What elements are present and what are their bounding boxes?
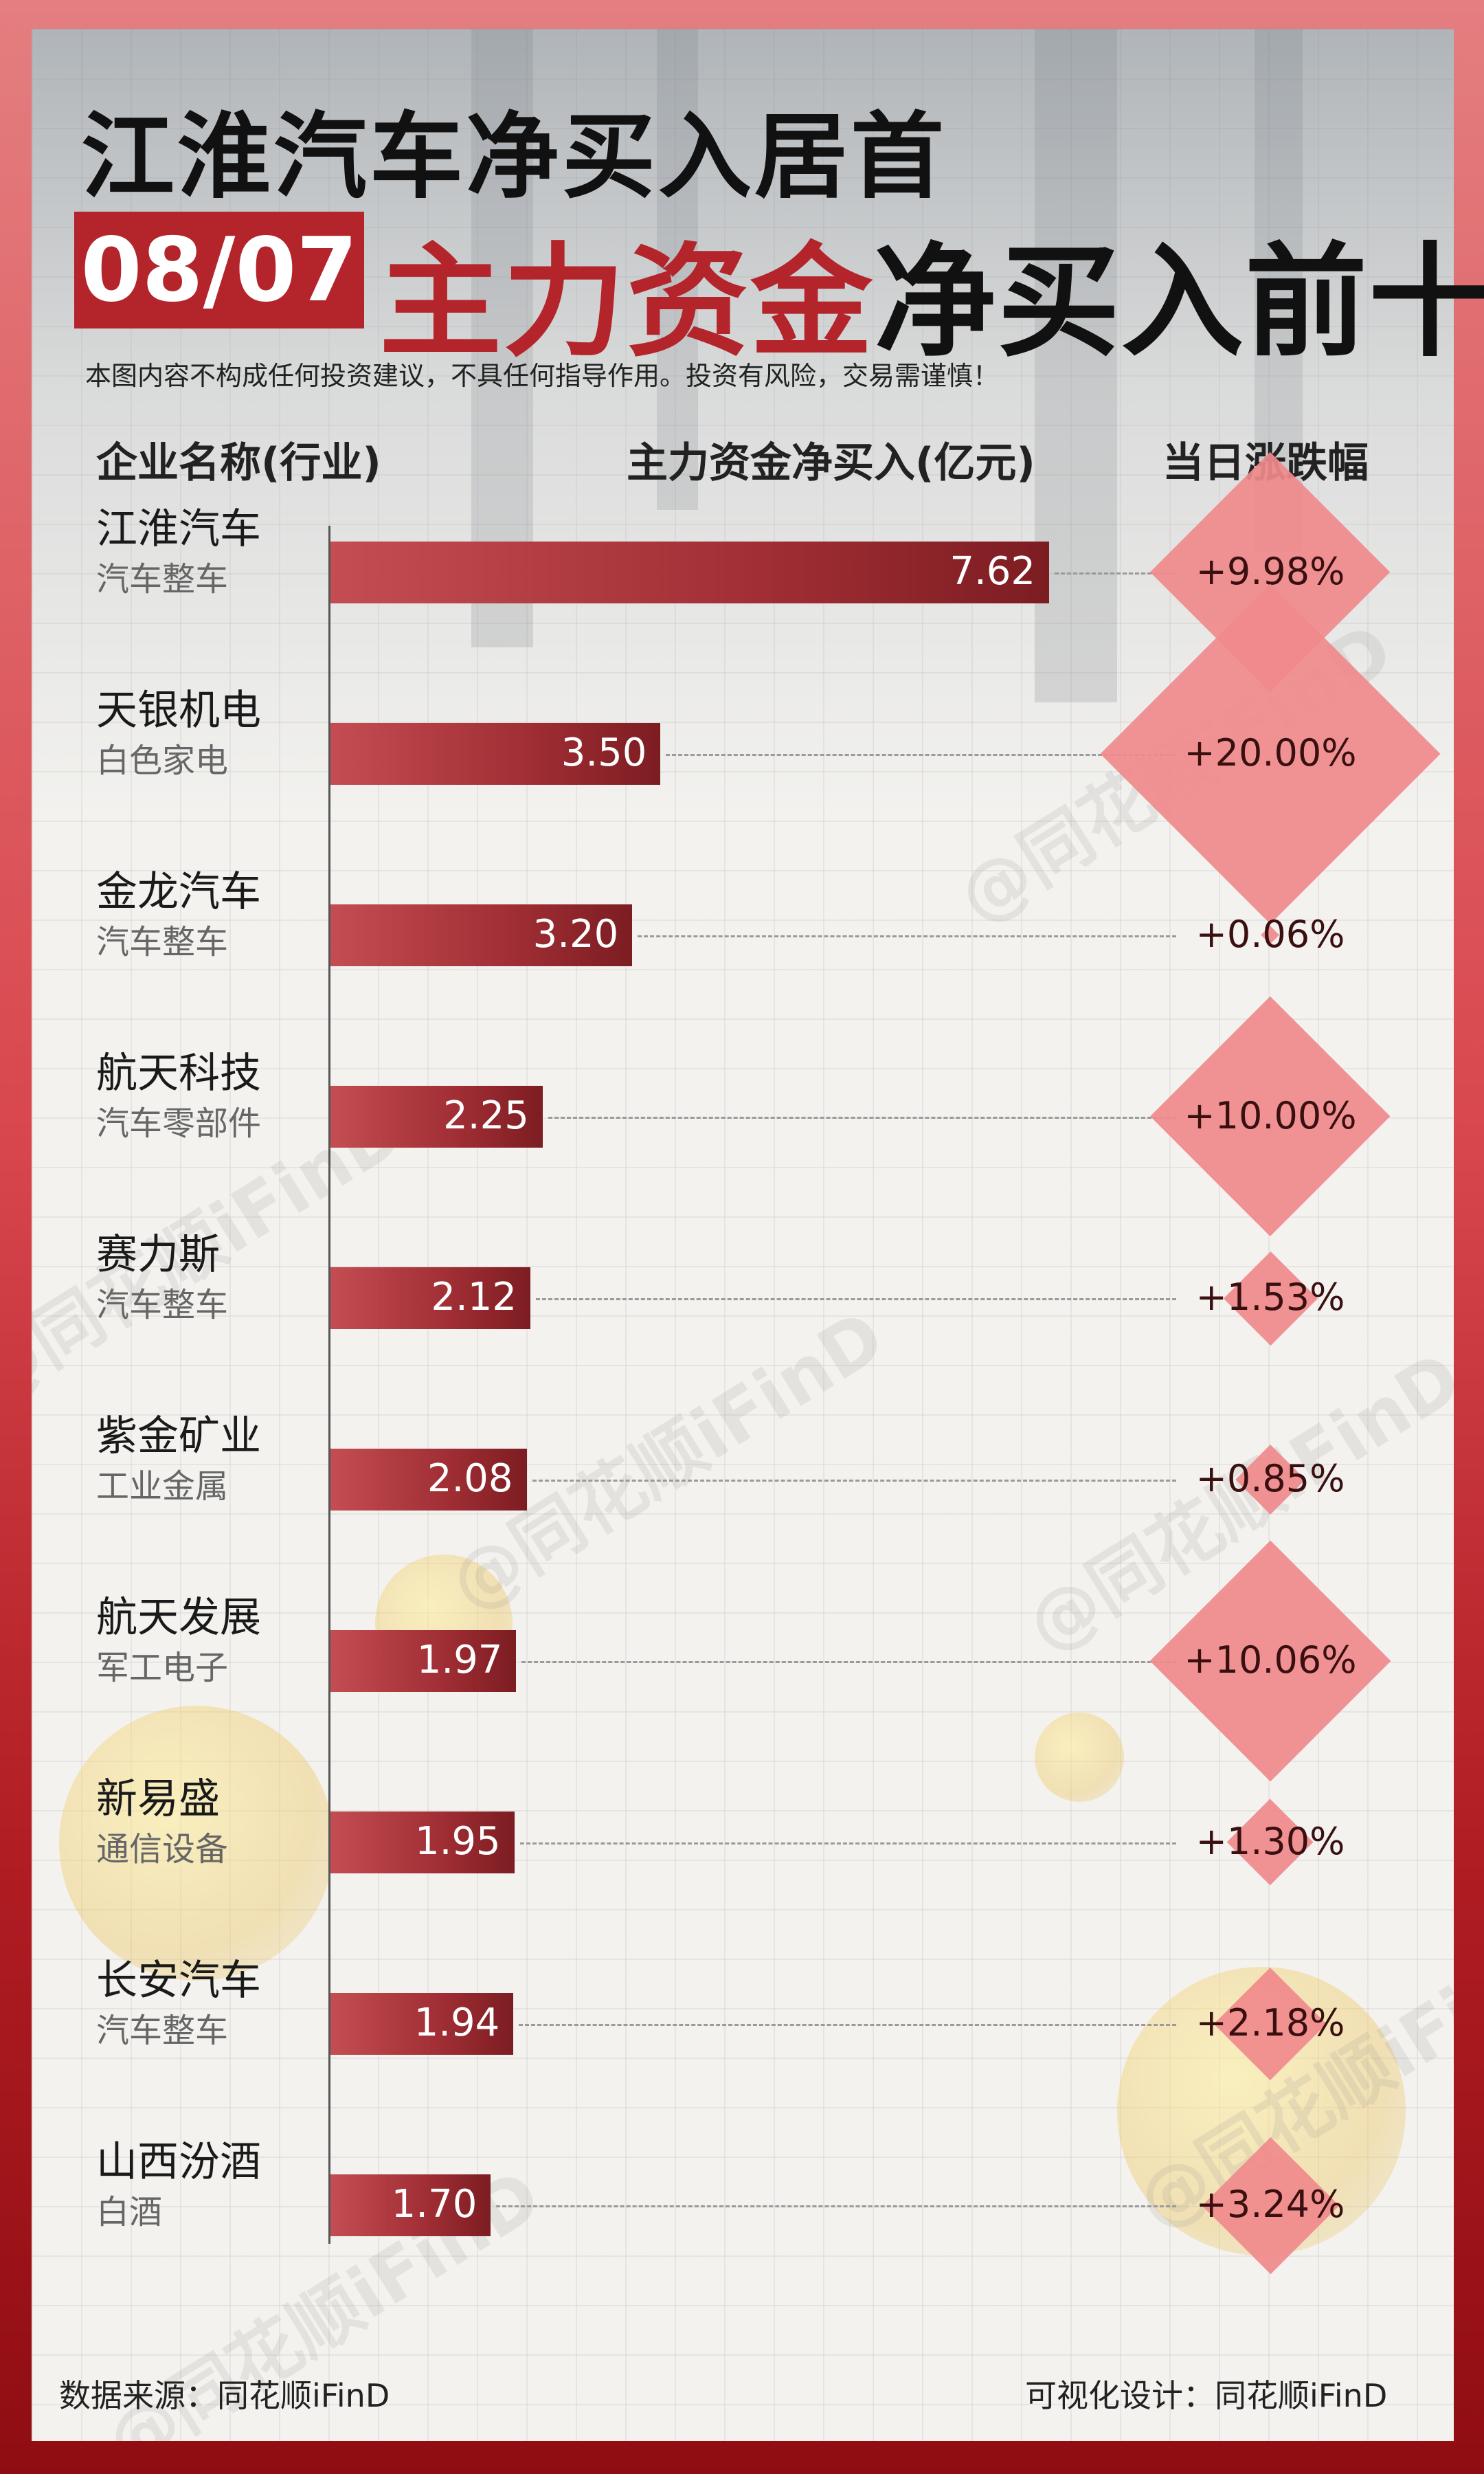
change-label: +1.53% [1195, 1275, 1345, 1319]
bar-value-label: 2.12 [431, 1275, 517, 1319]
change-label: +10.06% [1184, 1638, 1357, 1682]
bar-value-label: 1.70 [391, 2182, 477, 2227]
coin-decoration [1035, 1713, 1124, 1802]
leader-line [536, 1298, 1176, 1300]
bar [330, 1812, 515, 1873]
bar [330, 723, 661, 785]
change-label: +1.30% [1195, 1820, 1345, 1863]
bar [330, 1449, 527, 1511]
leader-line [496, 2205, 1176, 2207]
bar-value-label: 2.08 [427, 1456, 513, 1501]
leader-line [548, 1117, 1176, 1119]
chart-subtitle: 主力资金净买入前十 [379, 203, 1484, 380]
chart-panel: @同花顺iFinD @同花顺iFinD @同花顺iFinD @同花顺iFinD … [32, 29, 1454, 2441]
company-industry: 白酒 [96, 2193, 163, 2231]
change-label: +10.00% [1184, 1094, 1357, 1137]
bar-value-label: 2.25 [443, 1093, 529, 1138]
y-axis-line [328, 526, 330, 2244]
company-name: 赛力斯 [96, 1231, 220, 1279]
bar-value-label: 1.95 [414, 1819, 501, 1864]
bar-value-label: 1.97 [416, 1638, 503, 1682]
bar [330, 1086, 543, 1148]
company-industry: 军工电子 [96, 1649, 229, 1687]
company-name: 紫金矿业 [96, 1412, 261, 1460]
date-badge: 08/07 [74, 212, 364, 328]
company-industry: 汽车整车 [96, 2011, 229, 2050]
leader-line [666, 754, 1176, 756]
company-name: 航天科技 [96, 1049, 261, 1097]
data-source: 数据来源：同花顺iFinD [59, 2377, 390, 2414]
bar-value-label: 7.62 [949, 549, 1035, 594]
change-label: +0.06% [1195, 913, 1345, 956]
company-name: 长安汽车 [96, 1957, 261, 2005]
change-label: +3.24% [1195, 2183, 1345, 2226]
company-industry: 汽车整车 [96, 923, 229, 961]
company-name: 山西汾酒 [96, 2138, 261, 2186]
bar-value-label: 1.94 [414, 2001, 500, 2045]
bar [330, 904, 633, 966]
design-credit: 可视化设计：同花顺iFinD [1025, 2377, 1388, 2414]
company-name: 江淮汽车 [96, 505, 261, 553]
change-label: +0.85% [1195, 1457, 1345, 1500]
bar-value-label: 3.50 [561, 731, 647, 775]
company-name: 新易盛 [96, 1775, 220, 1823]
bar [330, 1630, 517, 1692]
company-name: 航天发展 [96, 1594, 261, 1642]
change-label: +2.18% [1195, 2001, 1345, 2044]
bar [330, 2174, 491, 2236]
leader-line [521, 1661, 1176, 1663]
bar [330, 542, 1049, 603]
company-industry: 汽车整车 [96, 1286, 229, 1324]
company-industry: 工业金属 [96, 1467, 229, 1506]
leader-line [519, 2024, 1176, 2026]
disclaimer: 本图内容不构成任何投资建议，不具任何指导作用。投资有风险，交易需谨慎！ [85, 361, 1000, 391]
leader-line [519, 1842, 1176, 1845]
bar [330, 1993, 514, 2055]
company-name: 金龙汽车 [96, 868, 261, 916]
bar [330, 1267, 530, 1329]
company-industry: 通信设备 [96, 1830, 229, 1869]
change-label: +20.00% [1184, 731, 1357, 774]
company-industry: 汽车整车 [96, 560, 229, 599]
column-header-net-buy: 主力资金净买入(亿元) [627, 439, 1035, 487]
company-industry: 白色家电 [96, 742, 229, 780]
subtitle-red: 主力资金 [379, 231, 874, 373]
company-name: 天银机电 [96, 687, 261, 735]
coin-decoration [59, 1706, 334, 1981]
leader-line [532, 1480, 1176, 1482]
bar-value-label: 3.20 [532, 912, 619, 957]
page-title: 江淮汽车净买入居首 [81, 103, 947, 212]
company-industry: 汽车零部件 [96, 1104, 262, 1143]
column-header-company: 企业名称(行业) [96, 439, 381, 487]
leader-line [1055, 572, 1176, 575]
leader-line [638, 935, 1176, 937]
subtitle-dark: 净买入前十 [874, 231, 1484, 373]
